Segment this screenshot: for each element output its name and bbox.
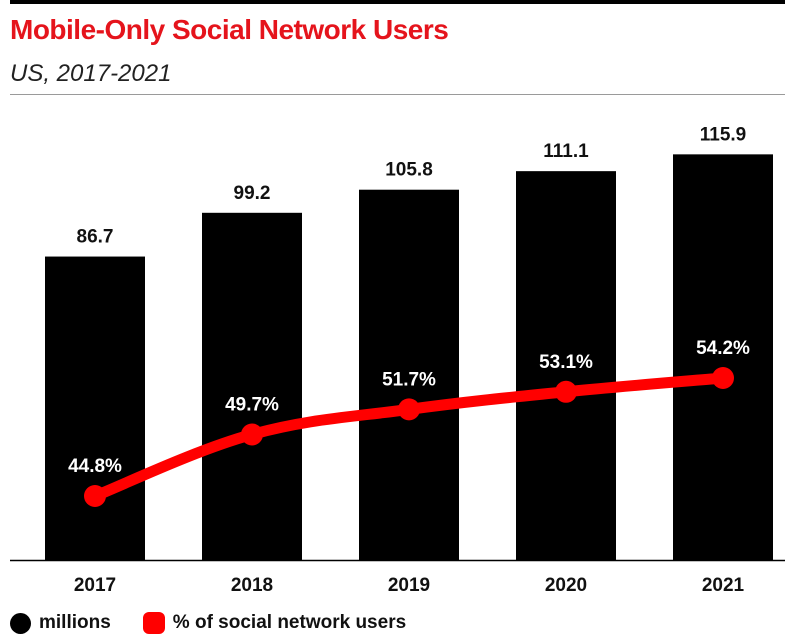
bar-2017 <box>45 256 145 560</box>
legend-label-percent: % of social network users <box>172 612 407 633</box>
percent-label-2021: 54.2% <box>696 338 750 359</box>
bar-2019 <box>359 189 459 560</box>
legend-swatch-millions <box>10 612 31 634</box>
bar-value-label-2020: 111.1 <box>543 141 589 162</box>
bar-value-label-2018: 99.2 <box>234 183 271 204</box>
bar-value-label-2021: 115.9 <box>700 124 747 145</box>
bar-value-label-2017: 86.7 <box>77 227 114 248</box>
x-tick-label-2019: 2019 <box>388 575 430 596</box>
percent-point-2021 <box>712 367 734 389</box>
bar-2018 <box>202 212 302 561</box>
x-tick-label-2017: 2017 <box>74 575 116 596</box>
percent-label-2017: 44.8% <box>68 456 122 477</box>
chart-subtitle: US, 2017-2021 <box>10 60 172 87</box>
percent-point-2018 <box>241 423 263 446</box>
bar-2020 <box>516 171 616 560</box>
x-tick-label-2018: 2018 <box>231 575 273 596</box>
percent-point-2020 <box>555 380 577 403</box>
percent-point-2019 <box>398 398 420 421</box>
legend: millions % of social network users <box>10 612 438 634</box>
top-rule <box>10 0 785 4</box>
legend-item-millions: millions <box>10 612 111 634</box>
chart-title: Mobile-Only Social Network Users <box>10 14 449 45</box>
bar-value-label-2019: 105.8 <box>385 160 433 181</box>
percent-label-2018: 49.7% <box>225 394 279 415</box>
combo-chart: 86.7 2017 99.2 2018 105.8 2019 111.1 2020 115.9 2… <box>10 124 785 596</box>
subtitle-divider <box>10 94 785 95</box>
percent-point-2017 <box>84 485 106 507</box>
x-tick-label-2021: 2021 <box>702 575 745 596</box>
legend-item-percent: % of social network users <box>142 612 407 634</box>
x-tick-label-2020: 2020 <box>545 575 587 596</box>
percent-label-2019: 51.7% <box>382 369 436 390</box>
legend-label-millions: millions <box>39 612 111 633</box>
legend-swatch-percent <box>142 612 165 634</box>
percent-label-2020: 53.1% <box>539 352 593 373</box>
bar-2021 <box>673 154 773 560</box>
